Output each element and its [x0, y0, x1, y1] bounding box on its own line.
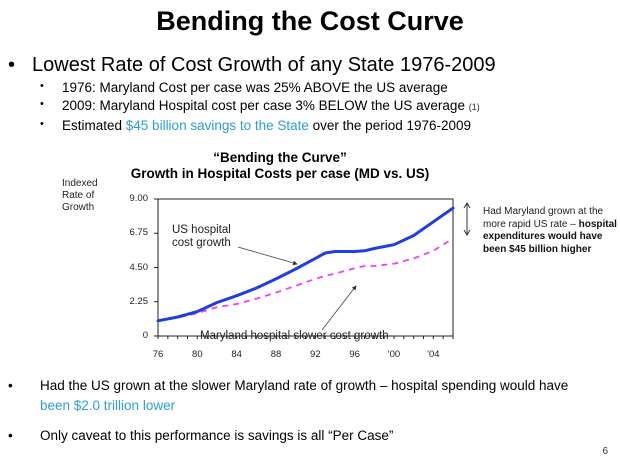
double-arrow-down: [463, 229, 471, 236]
savings-highlight: $45 billion savings to the State: [125, 118, 309, 133]
us-annotation-arrow: [237, 246, 298, 266]
y-tick-label: 2.25: [129, 295, 149, 307]
sub-bullet-prefix: Estimated: [62, 118, 126, 133]
x-tick-label: 76: [152, 349, 164, 360]
sub-bullet-text: 1976: Maryland Cost per case was 25% ABO…: [62, 80, 448, 95]
x-tick-label: 92: [310, 349, 321, 360]
chart-subtitle: Growth in Hospital Costs per case (MD vs…: [130, 166, 430, 181]
bullet-dot: •: [8, 428, 13, 443]
bullet-dot: •: [40, 118, 44, 130]
y-tick-label: 4.50: [129, 261, 149, 273]
chart-title-line: “Bending the Curve”: [213, 150, 347, 165]
y-tick-label: 9.00: [129, 193, 149, 204]
chart-series: [156, 206, 455, 323]
annotation-arrows: [237, 202, 471, 331]
x-tick-label: 84: [231, 349, 242, 360]
chart-title: “Bending the Curve” Growth in Hospital C…: [120, 150, 440, 182]
x-tick-label: '00: [387, 349, 401, 360]
x-tick-label: 88: [270, 349, 282, 360]
side-note: Had Maryland grown at the more rapid US …: [483, 206, 618, 256]
us-series-line: [156, 206, 455, 323]
slide-title: Bending the Cost Curve: [156, 6, 464, 36]
bottom-bullet-text: Had the US grown at the slower Maryland …: [40, 378, 569, 393]
md-series-line: [157, 237, 454, 322]
y-axis-label: Indexed Rate of Growth: [62, 178, 106, 214]
page-number: 6: [602, 446, 608, 457]
bottom-bullet-text: Only caveat to this performance is savin…: [40, 428, 394, 443]
bullet-dot: •: [40, 80, 44, 92]
md-annotation-arrow: [321, 285, 357, 331]
bullet-dot: •: [8, 378, 13, 393]
us-annotation-line2: cost growth: [172, 237, 231, 249]
chart-axes: [154, 198, 454, 339]
double-arrow-up: [463, 202, 471, 209]
footnote-ref: (1): [468, 102, 480, 112]
y-tick-label: 0: [142, 330, 148, 341]
sub-bullet-text: 2009: Maryland Hospital cost per case 3%…: [62, 98, 465, 113]
x-tick-label: 96: [349, 349, 360, 360]
us-annotation-line1: US hospital: [172, 224, 231, 236]
us-annotation: US hospital cost growth: [172, 224, 231, 250]
y-tick-label: 6.75: [129, 227, 149, 239]
x-tick-label: 80: [192, 349, 203, 360]
bullet-dot: •: [8, 54, 16, 76]
double-arrow-icon: [463, 202, 471, 236]
md-annotation: Maryland hospital slower cost growth: [200, 330, 389, 342]
x-tick-label: '04: [427, 349, 440, 360]
y-axis-label-text: Indexed Rate of Growth: [62, 178, 98, 213]
sub-bullet-suffix: over the period 1976-2009: [308, 118, 472, 133]
side-note-normal: Had Maryland grown at the more rapid US …: [483, 206, 604, 230]
main-bullet-text: Lowest Rate of Cost Growth of any State …: [32, 54, 496, 76]
side-note-bold: hospital expenditures would have been $4…: [483, 218, 617, 255]
trillion-highlight: been $2.0 trillion lower: [40, 398, 176, 413]
plot-frame: [157, 198, 454, 337]
bullet-dot: •: [40, 98, 44, 110]
